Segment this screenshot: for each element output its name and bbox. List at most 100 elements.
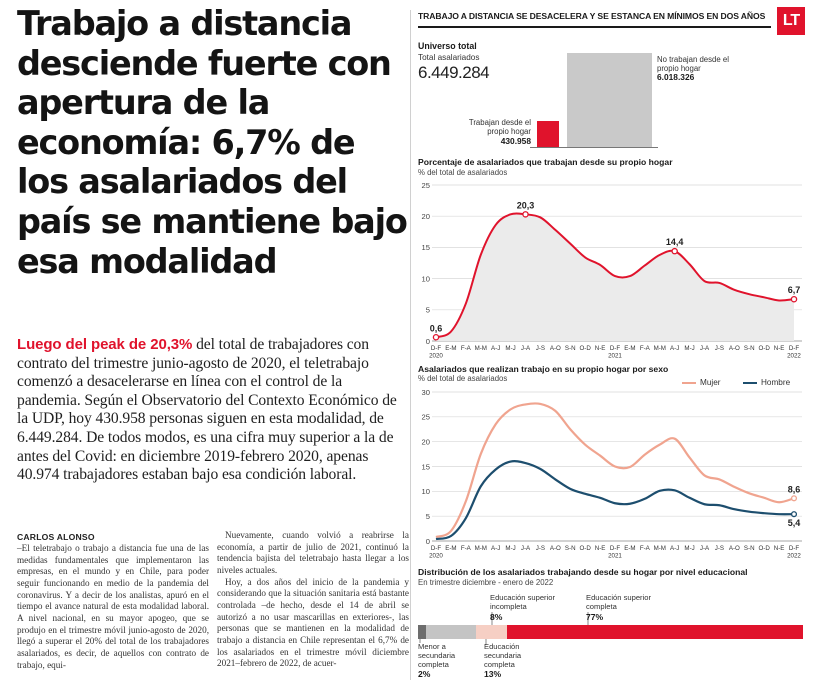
edu-category: Menor a secundaria completa — [418, 642, 456, 669]
home-text: Trabajan desde el propio hogar — [468, 118, 531, 137]
home-label: Trabajan desde el propio hogar 430.958 — [467, 118, 531, 146]
x-tick-label: M-M — [654, 545, 666, 552]
byline: CARLOS ALONSO — [17, 532, 95, 542]
y-tick-label: 5 — [426, 306, 430, 315]
edu-value: 2% — [418, 669, 431, 680]
annotation-marker — [790, 295, 798, 303]
x-tick-label: J-A — [521, 545, 531, 552]
chart3-title: Distribución de los asalariados trabajan… — [418, 567, 748, 577]
x-tick-label: M-J — [505, 545, 515, 552]
legend-swatch — [682, 381, 696, 385]
x-tick-label: O-D — [758, 545, 770, 552]
body-column-2: Nuevamente, cuando volvió a reabrirse la… — [217, 530, 409, 670]
no-home-value: 6.018.326 — [657, 72, 695, 82]
x-tick-label: S-N — [565, 545, 576, 552]
x-tick-label: N-E — [774, 545, 785, 552]
y-tick-label: 15 — [422, 462, 430, 471]
x-tick-label: O-D — [758, 345, 770, 352]
x-year-label: 2021 — [608, 353, 622, 360]
x-year-label: 2020 — [429, 353, 443, 360]
x-tick-label: D-F — [789, 545, 800, 552]
title-rule — [418, 26, 771, 28]
x-tick-label: M-M — [475, 545, 487, 552]
x-tick-label: A-O — [729, 545, 740, 552]
y-tick-label: 25 — [422, 181, 430, 190]
y-tick-label: 0 — [426, 337, 430, 346]
x-tick-label: J-A — [700, 345, 710, 352]
x-tick-label: J-S — [536, 545, 545, 552]
annotation-marker — [790, 495, 798, 502]
edu-label-sup-incompleta: Educación superior incompleta 8% — [490, 593, 568, 622]
stack-segment — [425, 625, 476, 639]
chart2-ylabel: % del total de asalariados — [418, 374, 508, 383]
legend-hombre: Hombre — [743, 378, 790, 387]
body-paragraph: Nuevamente, cuando volvió a reabrirse la… — [217, 530, 409, 575]
data-label: 8,6 — [788, 484, 801, 494]
edu-value: 8% — [490, 611, 503, 622]
chart3-subtitle: En trimestre diciembre - enero de 2022 — [418, 578, 554, 587]
legend-label: Mujer — [700, 378, 721, 387]
x-tick-label: A-J — [491, 345, 500, 352]
annotation-marker — [790, 511, 798, 518]
x-tick-label: D-F — [431, 345, 442, 352]
edu-label-secundaria: Educación secundaria completa 13% — [484, 642, 544, 679]
annotation-marker — [671, 247, 678, 255]
series-line — [435, 212, 795, 339]
x-tick-label: E-M — [445, 545, 456, 552]
annotation-marker — [522, 211, 529, 218]
x-tick-label: F-A — [640, 345, 651, 352]
body-paragraph: Hoy, a dos años del inicio de la pandemi… — [217, 576, 409, 669]
x-tick-label: E-M — [624, 545, 635, 552]
x-year-label: 2022 — [787, 553, 801, 560]
edu-category: Educación secundaria completa — [484, 642, 522, 669]
edu-category: Educación superior incompleta — [490, 593, 556, 611]
infographic-title: TRABAJO A DISTANCIA SE DESACELERA Y SE E… — [418, 11, 766, 21]
edu-label-menor: Menor a secundaria completa 2% — [418, 642, 478, 680]
stack-segment — [475, 625, 507, 639]
x-year-label: 2020 — [429, 553, 443, 560]
home-bar — [537, 121, 559, 147]
annotation-marker — [432, 334, 440, 341]
x-tick-label: S-N — [744, 345, 755, 352]
x-tick-label: A-J — [670, 545, 679, 552]
edu-category: Educación superior completa — [586, 593, 652, 611]
universe-subtitle: Total asalariados — [418, 53, 480, 62]
headline: Trabajo a distancia desciende fuerte con… — [17, 4, 408, 281]
x-tick-label: A-O — [550, 345, 561, 352]
y-tick-label: 5 — [426, 512, 430, 521]
x-tick-label: F-A — [640, 545, 651, 552]
chart1-ylabel: % del total de asalariados — [418, 168, 508, 177]
area-fill — [436, 213, 794, 341]
data-label: 5,4 — [788, 518, 801, 528]
series-line-mujer — [435, 402, 795, 539]
chart1-title: Porcentaje de asalariados que trabajan d… — [418, 157, 673, 167]
data-label: 20,3 — [517, 200, 535, 210]
no-home-bar — [567, 53, 652, 147]
lead-highlight: Luego del peak de 20,3% — [17, 336, 193, 353]
y-tick-label: 10 — [422, 487, 430, 496]
x-tick-label: O-D — [579, 345, 591, 352]
legend-label: Hombre — [761, 378, 791, 387]
x-tick-label: J-S — [715, 345, 724, 352]
x-tick-label: N-E — [774, 345, 785, 352]
lead-text: del total de trabajadores con contrato d… — [17, 336, 397, 484]
x-tick-label: D-F — [431, 545, 442, 552]
data-label: 6,7 — [788, 285, 801, 295]
y-tick-label: 0 — [426, 537, 430, 546]
y-tick-label: 20 — [422, 212, 430, 221]
column-divider — [410, 10, 411, 680]
x-tick-label: F-A — [461, 545, 472, 552]
bar-baseline — [530, 147, 658, 148]
stack-segment — [506, 625, 803, 639]
universe-title: Universo total — [418, 41, 477, 51]
universe-total: 6.449.284 — [418, 63, 490, 82]
stack-segment — [418, 625, 426, 639]
education-stacked-bar — [418, 625, 803, 639]
x-tick-label: J-S — [715, 545, 724, 552]
chart2-title: Asalariados que realizan trabajo en su p… — [418, 364, 669, 374]
x-tick-label: M-J — [684, 545, 694, 552]
y-tick-label: 10 — [422, 274, 430, 283]
x-tick-label: J-S — [536, 345, 545, 352]
x-tick-label: A-O — [550, 545, 561, 552]
data-label: 14,4 — [666, 237, 684, 247]
